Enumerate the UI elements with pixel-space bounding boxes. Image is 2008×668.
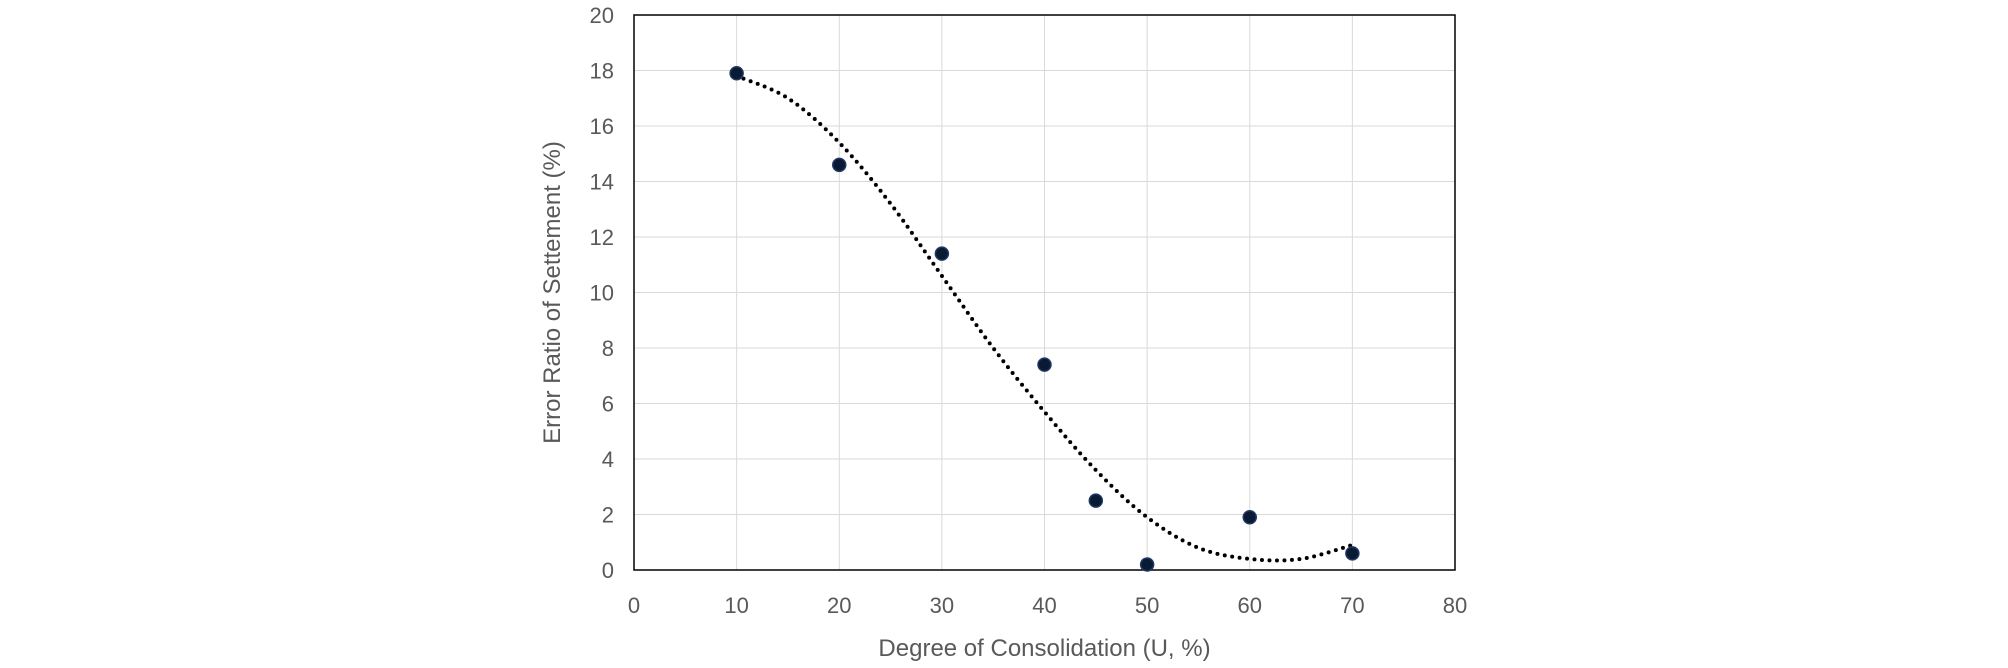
trendline [734,74,1355,563]
trendline-layer [734,74,1355,563]
y-tick-label: 14 [590,170,614,195]
y-tick-label: 0 [602,558,614,583]
x-tick-label: 50 [1135,593,1159,618]
x-tick-label: 10 [724,593,748,618]
y-tick-labels: 0 2 4 6 8 10 12 14 16 18 20 [590,3,614,583]
x-tick-label: 80 [1443,593,1467,618]
data-point [1037,357,1052,372]
x-tick-label: 40 [1032,593,1056,618]
plot-area-frame [633,14,1456,571]
data-point [934,246,950,261]
x-tick-label: 30 [930,593,954,618]
y-tick-label: 4 [602,447,614,472]
x-tick-labels: 0 10 20 30 40 50 60 70 80 [628,593,1467,618]
y-tick-label: 12 [590,225,614,250]
data-point [1242,510,1257,525]
data-point [729,66,744,81]
y-axis-title: Error Ratio of Settement (%) [539,141,566,444]
data-point [1345,546,1360,561]
x-tick-label: 60 [1238,593,1262,618]
x-axis-title: Degree of Consolidation (U, %) [878,635,1210,662]
data-point [1088,493,1104,508]
x-tick-label: 70 [1340,593,1364,618]
y-tick-label: 6 [602,392,614,417]
y-tick-label: 10 [590,281,614,306]
y-tick-label: 2 [602,503,614,528]
y-tick-label: 16 [590,114,614,139]
data-point [832,157,847,173]
y-tick-label: 20 [590,3,614,28]
data-point [1139,557,1155,572]
y-tick-label: 18 [590,59,614,84]
x-tick-label: 20 [827,593,851,618]
x-tick-label: 0 [628,593,640,618]
y-tick-label: 8 [602,336,614,361]
grid [633,14,1456,571]
data-points [729,66,1360,572]
